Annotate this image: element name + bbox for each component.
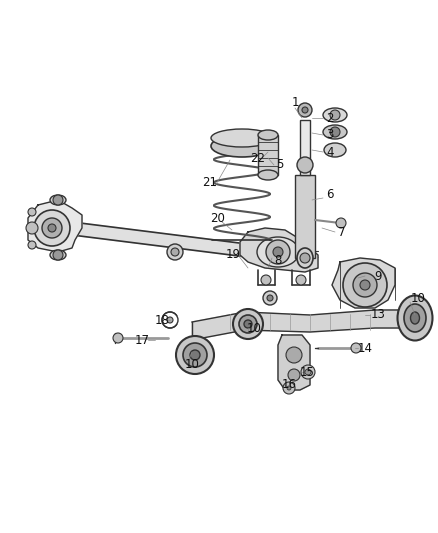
Circle shape <box>171 248 179 256</box>
Polygon shape <box>72 222 255 258</box>
Circle shape <box>42 218 62 238</box>
Circle shape <box>296 275 306 285</box>
Circle shape <box>167 244 183 260</box>
Circle shape <box>28 208 36 216</box>
Text: 9: 9 <box>374 270 382 282</box>
Text: 4: 4 <box>326 146 334 158</box>
Bar <box>300 120 310 175</box>
Ellipse shape <box>233 309 263 339</box>
Text: 7: 7 <box>338 225 346 238</box>
Ellipse shape <box>410 312 420 324</box>
Ellipse shape <box>324 143 346 157</box>
Ellipse shape <box>50 250 66 260</box>
Text: 20: 20 <box>211 212 226 224</box>
Text: 14: 14 <box>357 342 372 354</box>
Circle shape <box>301 365 315 379</box>
Ellipse shape <box>297 248 313 268</box>
Ellipse shape <box>244 320 252 328</box>
Circle shape <box>26 222 38 234</box>
Circle shape <box>286 347 302 363</box>
Ellipse shape <box>50 195 66 205</box>
Circle shape <box>330 110 340 120</box>
Ellipse shape <box>398 295 432 341</box>
Text: 13: 13 <box>371 309 385 321</box>
Text: 16: 16 <box>282 378 297 392</box>
Text: 19: 19 <box>226 248 240 262</box>
Circle shape <box>360 280 370 290</box>
Circle shape <box>330 127 340 137</box>
Ellipse shape <box>183 343 207 367</box>
Circle shape <box>283 382 295 394</box>
Polygon shape <box>240 228 318 272</box>
Ellipse shape <box>239 315 257 333</box>
Circle shape <box>353 273 377 297</box>
Text: 17: 17 <box>134 334 149 346</box>
Polygon shape <box>192 310 415 340</box>
Text: 5: 5 <box>276 158 284 172</box>
Circle shape <box>298 103 312 117</box>
Circle shape <box>261 275 271 285</box>
Ellipse shape <box>211 129 273 147</box>
Circle shape <box>287 386 291 390</box>
Polygon shape <box>332 258 395 308</box>
Circle shape <box>288 369 300 381</box>
Polygon shape <box>278 335 310 390</box>
Text: 10: 10 <box>410 292 425 304</box>
Circle shape <box>53 195 63 205</box>
Circle shape <box>351 343 361 353</box>
Circle shape <box>266 240 290 264</box>
Text: 2: 2 <box>326 111 334 125</box>
Circle shape <box>336 218 346 228</box>
Text: 22: 22 <box>251 151 265 165</box>
Circle shape <box>113 333 123 343</box>
Text: 10: 10 <box>184 359 199 372</box>
Ellipse shape <box>404 304 426 332</box>
Ellipse shape <box>323 125 347 139</box>
Text: 15: 15 <box>300 366 314 378</box>
Text: 10: 10 <box>247 321 261 335</box>
Circle shape <box>297 157 313 173</box>
Text: 6: 6 <box>326 189 334 201</box>
Text: 18: 18 <box>155 313 170 327</box>
Circle shape <box>28 241 36 249</box>
Ellipse shape <box>190 350 200 360</box>
Circle shape <box>167 317 173 323</box>
Text: 3: 3 <box>326 128 334 141</box>
Ellipse shape <box>176 336 214 374</box>
Bar <box>258 135 278 175</box>
Text: 21: 21 <box>202 175 218 189</box>
Bar <box>295 175 315 258</box>
Circle shape <box>273 247 283 257</box>
Circle shape <box>48 224 56 232</box>
Ellipse shape <box>211 135 273 157</box>
Circle shape <box>343 263 387 307</box>
Text: 8: 8 <box>274 254 282 266</box>
Circle shape <box>53 250 63 260</box>
Circle shape <box>267 295 273 301</box>
Ellipse shape <box>258 170 278 180</box>
Circle shape <box>34 210 70 246</box>
Circle shape <box>302 107 308 113</box>
Polygon shape <box>28 200 82 252</box>
Ellipse shape <box>323 108 347 122</box>
Circle shape <box>263 291 277 305</box>
Circle shape <box>305 369 311 375</box>
Ellipse shape <box>257 237 299 267</box>
Text: 1: 1 <box>291 96 299 109</box>
Circle shape <box>300 253 310 263</box>
Ellipse shape <box>258 130 278 140</box>
